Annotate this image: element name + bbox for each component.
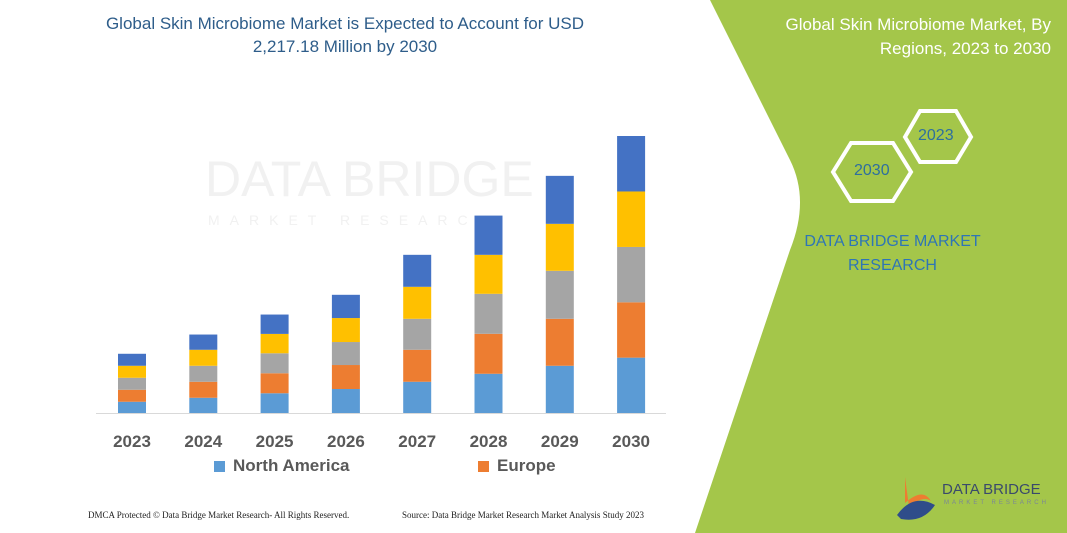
bar-segment-2025-series-4 [260,333,289,354]
bar-segment-2026-europe [331,365,360,390]
bar-segment-2027-europe [403,349,432,382]
hexagon-2023 [902,109,974,164]
bar-segment-2024-series-5 [189,334,218,350]
bar-segment-2030-series-4 [617,191,646,247]
bar-segment-2025-series-3 [260,353,289,374]
watermark: DATA BRIDGE [205,151,534,207]
title-line1: Global Skin Microbiome Market is Expecte… [105,14,585,33]
green-panel [695,0,1067,533]
brand-text: DATA BRIDGE MARKET RESEARCH [800,230,985,278]
bar-segment-2023-series-4 [118,365,146,378]
side-title-line2: Regions, 2023 to 2030 [879,39,1051,58]
bar-segment-2030-series-3 [617,246,646,303]
bar-segment-2029-series-5 [545,175,574,224]
x-tick-label: 2023 [113,432,151,451]
bar-segment-2027-north-america [403,381,432,413]
bar-segment-2026-series-4 [331,318,360,343]
bar-segment-2030-series-5 [617,136,646,192]
chart-title: Global Skin Microbiome Market is Expecte… [90,12,600,58]
bar-segment-2030-europe [617,302,646,358]
bar-segment-2028-series-4 [474,254,503,294]
x-tick-label: 2029 [541,432,579,451]
footer-source: Source: Data Bridge Market Research Mark… [402,510,644,520]
bar-segment-2024-series-4 [189,349,218,366]
x-tick-label: 2027 [398,432,436,451]
bar-segment-2023-series-5 [118,353,146,366]
hex-label-2030: 2030 [854,162,890,179]
bar-segment-2024-europe [189,381,218,398]
bar-segment-2027-series-5 [403,254,432,287]
hexagon-2030 [830,141,914,203]
bar-segment-2029-europe [545,318,574,366]
x-tick-label: 2026 [327,432,365,451]
bar-segment-2030-north-america [617,357,646,413]
side-title-line1: Global Skin Microbiome Market, By [785,15,1051,34]
side-panel-title: Global Skin Microbiome Market, By Region… [731,13,1051,61]
hex-label-2023: 2023 [918,127,954,144]
bar-segment-2025-europe [260,373,289,394]
watermark-sub: MARKET RESEARCH [208,212,498,228]
data-bridge-logo-icon [897,477,935,520]
x-tick-label: 2024 [184,432,222,451]
bar-segment-2029-series-3 [545,270,574,319]
bar-segment-2026-north-america [331,389,360,413]
bar-segment-2029-series-4 [545,223,574,271]
legend-swatch [214,460,225,472]
stacked-bar-chart: 2023 2024 2025 2026 2027 2028 2029 2030 [96,136,666,451]
bar-segment-2028-north-america [474,373,503,413]
legend-label: Europe [497,456,556,475]
bar-segment-2025-north-america [260,393,289,413]
x-tick-label: 2025 [256,432,294,451]
bar-segment-2024-series-3 [189,365,218,382]
bar-segment-2024-north-america [189,397,218,413]
bar-segment-2028-series-5 [474,215,503,255]
logo-subtext: MARKET RESEARCH [944,500,1049,506]
footer-copyright: DMCA Protected © Data Bridge Market Rese… [88,510,350,520]
bar-segment-2028-series-3 [474,293,503,334]
bar-segment-2026-series-3 [331,342,360,366]
brand-line1: DATA BRIDGE MARKET [804,233,981,250]
legend-north-america: North America [214,456,350,476]
bar-segment-2027-series-3 [403,318,432,350]
legend-swatch [478,460,489,472]
legend-label: North America [233,456,350,475]
brand-line2: RESEARCH [848,257,937,274]
bar-segment-2025-series-5 [260,314,289,334]
x-tick-label: 2028 [470,432,508,451]
bar-segment-2029-north-america [545,365,574,413]
legend-europe: Europe [478,456,556,476]
bar-segment-2023-series-3 [118,377,146,390]
logo-text: DATA BRIDGE [942,481,1041,498]
bar-segment-2028-europe [474,333,503,374]
bar-segment-2023-north-america [118,401,146,413]
title-line2: 2,217.18 Million by 2030 [252,37,438,56]
x-tick-label: 2030 [612,432,650,451]
bar-segment-2023-europe [118,389,146,402]
bar-segment-2026-series-5 [331,294,360,319]
bar-segment-2027-series-4 [403,286,432,319]
